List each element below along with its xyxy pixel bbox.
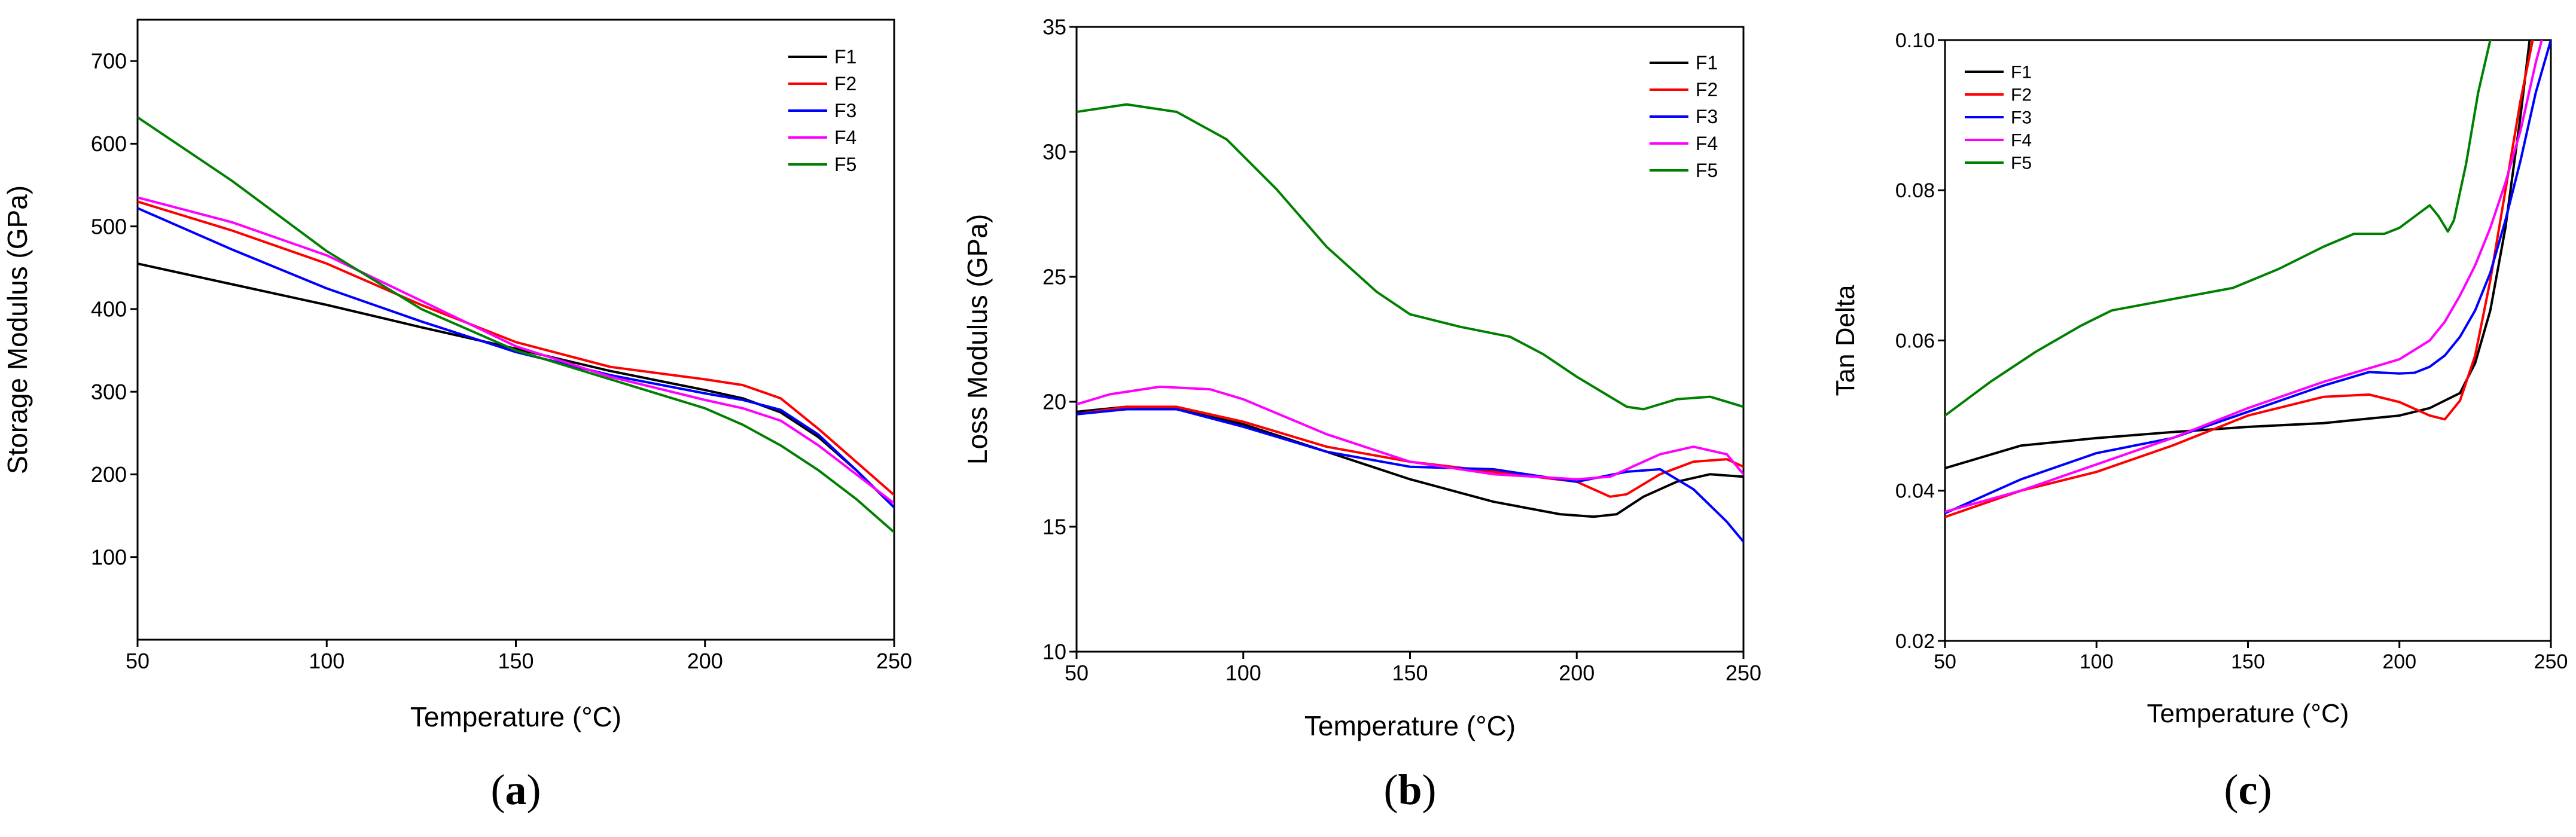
y-tick-label-a: 200: [91, 462, 127, 487]
legend-label-c-f3: F3: [2011, 108, 2032, 128]
series-line-a-f2: [138, 200, 894, 496]
x-tick-label-a: 200: [687, 649, 723, 673]
series-line-c-f3: [1945, 40, 2551, 515]
x-axis-label-a: Temperature (°C): [410, 701, 621, 732]
series-line-b-f2: [1077, 405, 1743, 498]
y-tick-label-b: 20: [1042, 390, 1066, 414]
panel-label-b: (b): [1383, 766, 1436, 814]
y-tick-label-a: 300: [91, 380, 127, 404]
x-tick-label-a: 250: [876, 649, 912, 673]
series-line-a-f1: [138, 262, 894, 509]
y-tick-label-b: 25: [1042, 265, 1066, 289]
series-line-b-f5: [1077, 103, 1743, 411]
legend-label-b-f4: F4: [1696, 133, 1718, 154]
legend-label-a-f1: F1: [834, 46, 856, 68]
x-tick-label-a: 150: [498, 649, 534, 673]
series-line-c-f1: [1945, 40, 2531, 470]
series-line-a-f3: [138, 207, 894, 509]
x-axis-label-b: Temperature (°C): [1304, 710, 1516, 741]
series-group-a: [138, 116, 894, 534]
x-tick-label-c: 200: [2382, 650, 2416, 673]
legend-label-c-f4: F4: [2011, 131, 2032, 151]
series-line-c-f5: [1945, 40, 2492, 417]
chart-panel-b: 10 15 20 25 30 35 50 100 150 200 250 Temperature (°…: [962, 15, 1761, 814]
y-tick-label-a: 100: [91, 545, 127, 569]
x-tick-label-b: 50: [1065, 661, 1089, 685]
legend-label-b-f3: F3: [1696, 106, 1718, 127]
series-line-a-f5: [138, 116, 894, 534]
legend-b: F1 F2 F3 F4 F5: [1650, 52, 1718, 181]
y-tick-label-c: 0.10: [1895, 29, 1935, 52]
x-tick-label-a: 50: [126, 649, 150, 673]
y-tick-label-a: 700: [91, 49, 127, 74]
x-tick-label-b: 150: [1392, 661, 1428, 685]
y-tick-label-b: 15: [1042, 515, 1066, 539]
x-tick-label-b: 200: [1559, 661, 1595, 685]
x-tick-label-c: 250: [2534, 650, 2568, 673]
legend-label-a-f5: F5: [834, 154, 856, 175]
x-tick-label-b: 100: [1225, 661, 1261, 685]
x-tick-label-b: 250: [1726, 661, 1761, 685]
legend-label-c-f1: F1: [2011, 63, 2032, 83]
legend-a: F1 F2 F3 F4 F5: [788, 46, 856, 175]
x-tick-label-c: 150: [2231, 650, 2265, 673]
y-tick-label-b: 30: [1042, 140, 1066, 164]
x-tick-label-a: 100: [309, 649, 345, 673]
plot-frame-b: [1075, 26, 1745, 653]
legend-label-a-f3: F3: [834, 100, 856, 121]
y-tick-label-a: 600: [91, 132, 127, 156]
series-line-b-f4: [1077, 385, 1743, 481]
series-line-b-f3: [1077, 408, 1743, 543]
x-tick-label-c: 100: [2080, 650, 2114, 673]
x-tick-label-c: 50: [1934, 650, 1956, 673]
plot-frame-c: [1944, 39, 2552, 642]
y-tick-label-c: 0.06: [1895, 329, 1935, 352]
series-line-a-f4: [138, 196, 894, 505]
y-tick-label-c: 0.02: [1895, 630, 1935, 653]
y-tick-label-b: 10: [1042, 640, 1066, 664]
y-tick-label-c: 0.08: [1895, 179, 1935, 202]
y-tick-label-a: 500: [91, 214, 127, 239]
series-line-c-f2: [1945, 40, 2534, 518]
y-tick-label-c: 0.04: [1895, 480, 1935, 503]
legend-label-b-f5: F5: [1696, 160, 1718, 181]
legend-label-c-f5: F5: [2011, 154, 2032, 173]
y-tick-label-a: 400: [91, 297, 127, 322]
panel-label-a: (a): [491, 766, 541, 814]
legend-label-a-f2: F2: [834, 73, 856, 94]
plot-frame-a: [136, 19, 895, 641]
y-axis-label-c: Tan Delta: [1831, 285, 1860, 396]
y-axis-label-a: Storage Modulus (GPa): [2, 185, 33, 474]
series-group-c: [1945, 40, 2551, 518]
chart-panel-a: 100 200 300 400 500 600 700 50 100 150 200 250 Tempe…: [2, 19, 912, 814]
panel-label-c: (c): [2224, 766, 2272, 814]
series-line-c-f4: [1945, 40, 2543, 513]
legend-label-b-f2: F2: [1696, 79, 1718, 100]
legend-label-a-f4: F4: [834, 127, 856, 148]
legend-label-b-f1: F1: [1696, 52, 1718, 74]
series-group-b: [1077, 103, 1743, 543]
chart-panel-c: 0.02 0.04 0.06 0.08 0.10 50 100 150 200 250 Temper…: [1831, 29, 2568, 814]
y-tick-label-b: 35: [1042, 15, 1066, 39]
legend-label-c-f2: F2: [2011, 85, 2032, 105]
x-axis-label-c: Temperature (°C): [2147, 699, 2349, 728]
y-axis-label-b: Loss Modulus (GPa): [962, 214, 993, 465]
